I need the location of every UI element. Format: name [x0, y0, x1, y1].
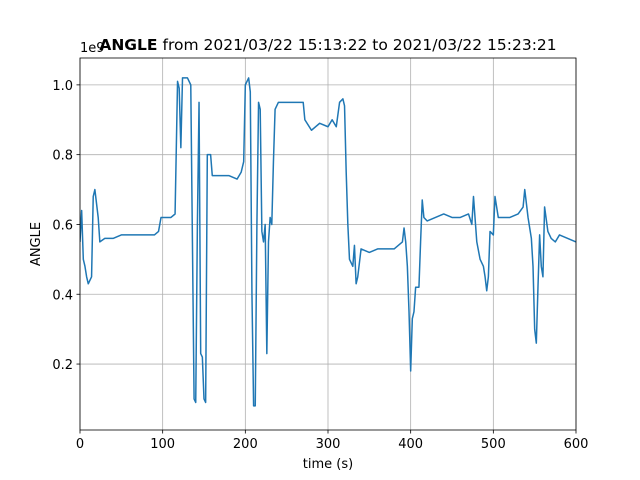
offset-label: 1e9	[80, 41, 105, 56]
x-tick-label: 400	[398, 437, 423, 452]
title-text: from 2021/03/22 15:13:22 to 2021/03/22 1…	[162, 36, 556, 54]
x-tick-label: 500	[481, 437, 506, 452]
y-axis-label: ANGLE	[29, 222, 44, 266]
axes-frame	[79, 57, 577, 431]
x-tick-label: 100	[150, 437, 175, 452]
x-axis-label: time (s)	[303, 457, 353, 472]
y-tick-label: 1.0	[52, 79, 73, 94]
x-tick-label: 200	[233, 437, 258, 452]
y-tick-label: 0.8	[52, 149, 73, 164]
y-tick-label: 0.2	[52, 358, 73, 373]
y-tick-label: 0.4	[52, 288, 73, 303]
y-tick-label: 0.6	[52, 218, 73, 233]
x-tick-label: 600	[564, 437, 589, 452]
chart-title: ANGLE from 2021/03/22 15:13:22 to 2021/03…	[99, 36, 556, 54]
x-tick-label: 300	[316, 437, 341, 452]
data-line	[80, 77, 576, 407]
x-tick-label: 0	[76, 437, 84, 452]
title-bold: ANGLE	[99, 36, 157, 54]
